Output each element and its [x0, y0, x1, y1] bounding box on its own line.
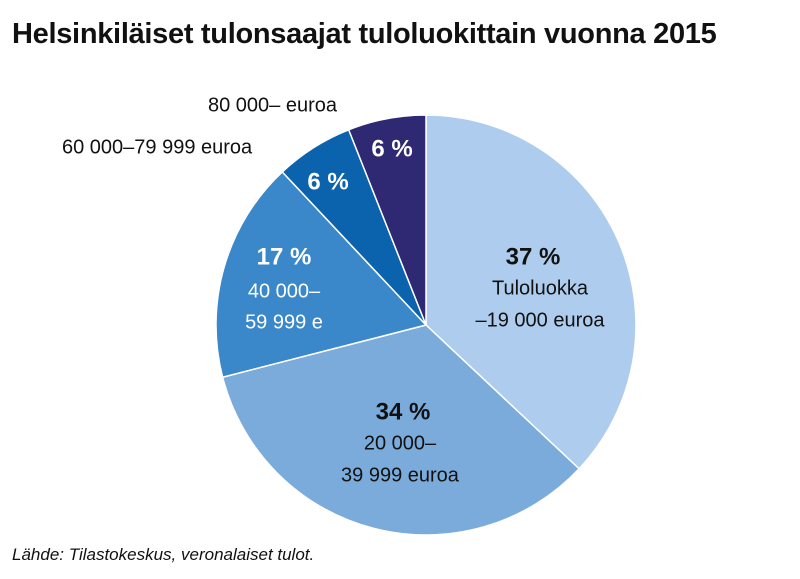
slice-category-label-2-line-1: 20 000– — [364, 432, 437, 454]
slice-percent-label-3: 17 % — [257, 243, 312, 270]
pie-slice-2 — [221, 324, 580, 536]
chart-title: Helsinkiläiset tulonsaajat tuloluokittai… — [12, 18, 717, 50]
slice-category-label-1-line-2: –19 000 euroa — [475, 309, 605, 331]
pie-slice-5 — [347, 114, 427, 326]
slice-percent-label-5: 6 % — [371, 135, 412, 162]
slice-category-label-3-line-1: 40 000– — [248, 280, 321, 302]
slice-category-label-3-line-2: 59 999 e — [245, 311, 323, 333]
slice-percent-label-4: 6 % — [307, 168, 348, 195]
pie-slice-3 — [215, 171, 427, 378]
slice-percent-label-1: 37 % — [506, 243, 561, 270]
slice-category-label-4-line-1: 60 000–79 999 euroa — [62, 136, 253, 158]
source-note: Lähde: Tilastokeskus, veronalaiset tulot… — [12, 545, 315, 564]
slice-category-label-1-line-1: Tuloluokka — [492, 277, 589, 299]
slice-percent-label-2: 34 % — [376, 398, 431, 425]
slice-category-label-5-line-1: 80 000– euroa — [208, 94, 338, 116]
pie-slice-1 — [425, 114, 637, 470]
slice-category-label-2-line-2: 39 999 euroa — [341, 464, 460, 486]
